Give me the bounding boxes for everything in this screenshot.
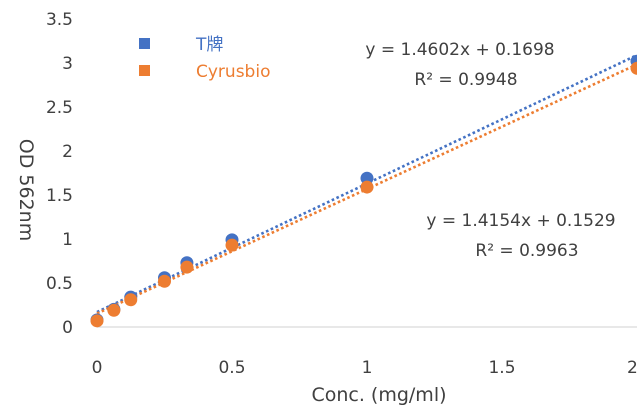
data-points — [90, 54, 637, 328]
y-tick-label: 1.5 — [46, 186, 73, 206]
x-tick-label: 1 — [362, 358, 373, 378]
equation-text-cyrusbio: y = 1.4154x + 0.1529 — [426, 211, 615, 231]
data-point-cyrusbio — [107, 303, 121, 317]
x-tick-label: 0.5 — [218, 358, 245, 378]
y-tick-label: 1 — [62, 230, 73, 250]
y-tick-label: 3.5 — [46, 10, 73, 30]
x-tick-label: 1.5 — [488, 358, 515, 378]
y-tick-label: 2 — [62, 142, 73, 162]
data-point-cyrusbio — [630, 61, 637, 75]
data-point-cyrusbio — [90, 314, 104, 328]
x-tick-label: 0 — [92, 358, 103, 378]
x-axis-ticks: 0 0.5 1 1.5 2 — [92, 358, 637, 378]
data-point-cyrusbio — [360, 180, 374, 194]
legend-swatch-cyrusbio — [139, 65, 150, 76]
r-squared-text-cyrusbio: R² = 0.9963 — [475, 241, 578, 261]
y-tick-label: 3 — [62, 54, 73, 74]
data-point-cyrusbio — [158, 274, 171, 288]
legend: T牌 Cyrusbio — [139, 35, 270, 82]
equation-text-t-brand: y = 1.4602x + 0.1698 — [365, 40, 554, 60]
legend-label-cyrusbio: Cyrusbio — [196, 62, 270, 82]
equation-cyrusbio: y = 1.4154x + 0.1529 R² = 0.9963 — [426, 211, 615, 261]
x-tick-label: 2 — [627, 358, 637, 378]
x-axis-title: Conc. (mg/ml) — [311, 384, 446, 406]
y-tick-label: 0.5 — [46, 274, 73, 294]
r-squared-text-t-brand: R² = 0.9948 — [414, 70, 517, 90]
data-point-cyrusbio — [225, 238, 239, 252]
legend-swatch-t-brand — [139, 38, 150, 49]
y-axis-title: OD 562nm — [15, 139, 37, 241]
data-point-cyrusbio — [180, 260, 194, 274]
y-axis-ticks: 0 0.5 1 1.5 2 2.5 3 3.5 — [46, 10, 73, 338]
data-point-cyrusbio — [124, 293, 138, 307]
y-tick-label: 2.5 — [46, 98, 73, 118]
equation-t-brand: y = 1.4602x + 0.1698 R² = 0.9948 — [365, 40, 554, 90]
y-tick-label: 0 — [62, 318, 73, 338]
legend-label-t-brand: T牌 — [195, 35, 223, 55]
